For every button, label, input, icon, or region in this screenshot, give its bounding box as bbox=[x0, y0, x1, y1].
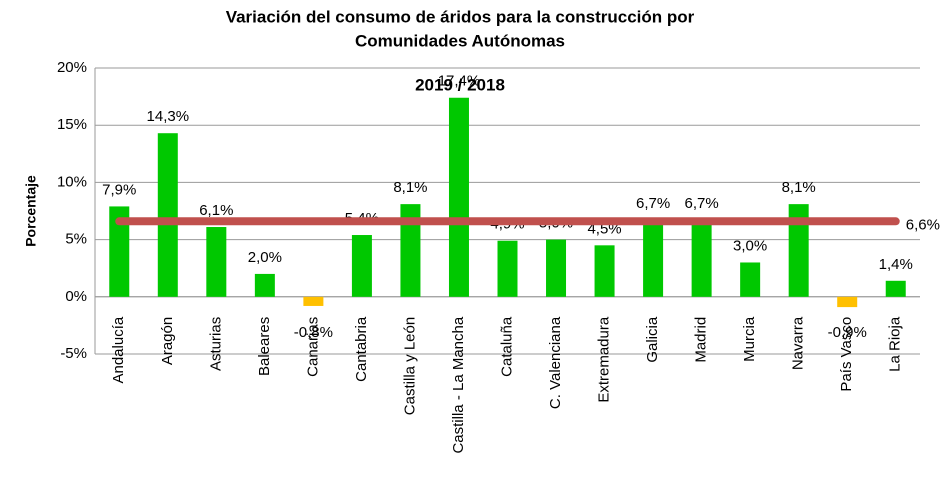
x-tick-label: Extremadura bbox=[596, 316, 613, 403]
data-label: 1,4% bbox=[879, 256, 913, 273]
x-tick-label: Aragón bbox=[159, 317, 176, 365]
y-tick-label: 5% bbox=[65, 231, 87, 248]
bar bbox=[157, 133, 178, 297]
y-tick-label: 15% bbox=[57, 116, 87, 133]
data-label: 6,7% bbox=[636, 195, 670, 212]
chart-title: Variación del consumo de áridos para la … bbox=[226, 7, 695, 26]
data-label: 8,1% bbox=[393, 179, 427, 196]
bar bbox=[400, 204, 421, 297]
bar bbox=[448, 97, 469, 297]
bar bbox=[837, 296, 858, 308]
bar bbox=[351, 235, 372, 297]
bar bbox=[303, 296, 324, 306]
x-tick-label: Castilla y León bbox=[401, 317, 418, 415]
bar bbox=[109, 206, 130, 297]
data-label: 2,0% bbox=[248, 249, 282, 266]
chart-subtitle: 2019 / 2018 bbox=[415, 75, 505, 94]
x-tick-label: Canarias bbox=[304, 317, 321, 377]
data-label: 3,0% bbox=[733, 237, 767, 254]
bar bbox=[740, 262, 761, 297]
x-tick-label: País Vasco bbox=[838, 317, 855, 392]
bar bbox=[788, 204, 809, 297]
y-tick-label: 20% bbox=[57, 59, 87, 76]
x-tick-label: Andalucía bbox=[110, 316, 127, 383]
data-label: 14,3% bbox=[147, 108, 190, 125]
bar bbox=[885, 280, 906, 297]
x-tick-label: Madrid bbox=[693, 317, 710, 363]
y-tick-label: 10% bbox=[57, 173, 87, 190]
y-tick-label: 0% bbox=[65, 288, 87, 305]
x-tick-label: C. Valenciana bbox=[547, 316, 564, 409]
bar bbox=[206, 227, 227, 297]
data-label: 6,7% bbox=[685, 195, 719, 212]
data-label: 17,4% bbox=[438, 73, 481, 90]
bar bbox=[254, 273, 275, 297]
x-tick-label: Galicia bbox=[644, 316, 661, 363]
bar bbox=[691, 220, 712, 297]
data-label: -0,9% bbox=[828, 324, 867, 341]
average-label: 6,6% bbox=[906, 216, 940, 233]
x-tick-label: Cantabria bbox=[353, 316, 370, 382]
x-tick-label: Baleares bbox=[256, 317, 273, 376]
data-label: 6,1% bbox=[199, 202, 233, 219]
x-tick-label: Navarra bbox=[790, 316, 807, 370]
data-label: 7,9% bbox=[102, 181, 136, 198]
x-tick-label: Castilla - La Mancha bbox=[450, 316, 467, 453]
x-tick-label: Asturias bbox=[207, 317, 224, 371]
data-label: 8,1% bbox=[782, 179, 816, 196]
chart-title: Comunidades Autónomas bbox=[355, 31, 565, 50]
x-tick-label: Cataluña bbox=[498, 316, 515, 377]
bar bbox=[594, 245, 615, 297]
x-tick-label: Murcia bbox=[741, 316, 758, 362]
bar bbox=[497, 240, 518, 297]
data-label: -0,8% bbox=[294, 324, 333, 341]
bar bbox=[546, 239, 567, 297]
x-tick-label: La Rioja bbox=[887, 316, 904, 372]
y-axis-label: Porcentaje bbox=[23, 175, 39, 247]
y-tick-label: -5% bbox=[60, 345, 87, 362]
bar bbox=[643, 220, 664, 297]
